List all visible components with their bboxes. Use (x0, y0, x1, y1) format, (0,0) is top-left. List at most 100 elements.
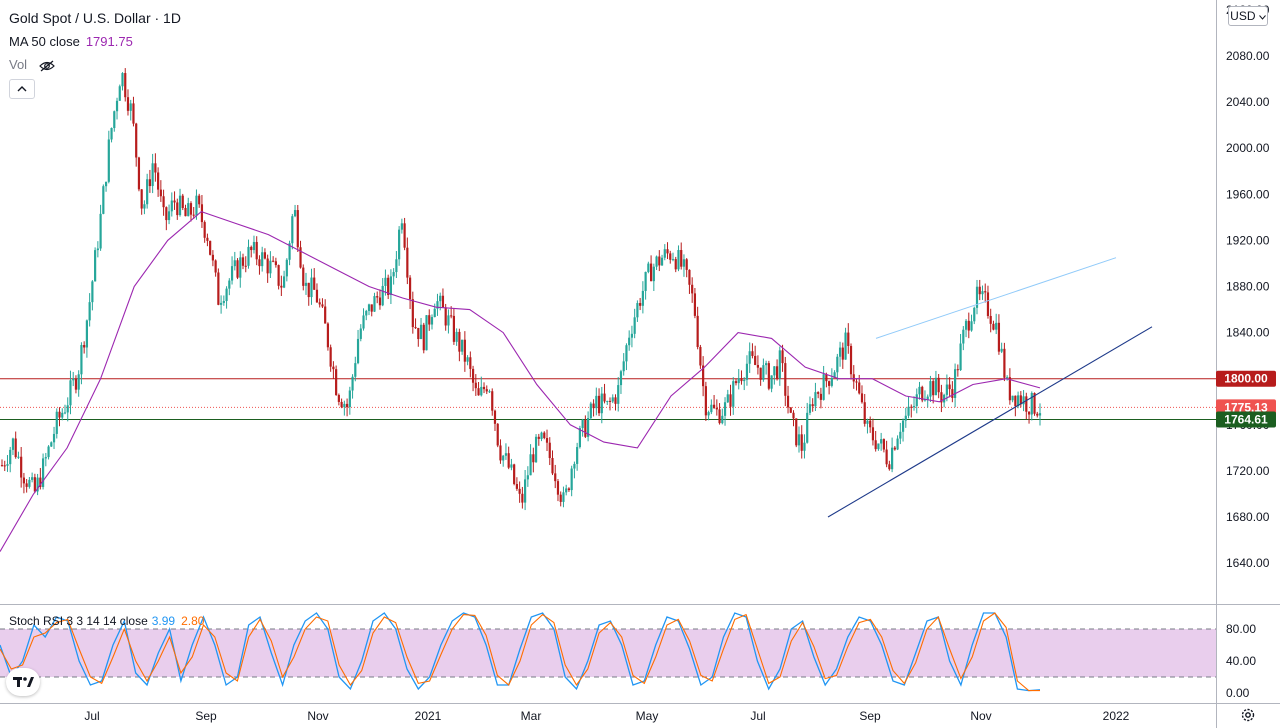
candle-body (685, 259, 688, 270)
candle-body (704, 386, 707, 416)
trendlines[interactable] (827, 257, 1153, 518)
candle-body (995, 322, 998, 330)
candle-body (540, 432, 543, 439)
candle-body (652, 266, 655, 282)
stoch-d-value: 2.80 (181, 614, 205, 628)
candle-body (189, 203, 193, 215)
candle-body (934, 377, 938, 396)
candle-body (280, 285, 283, 288)
candle-body (99, 213, 102, 249)
candle-body (899, 431, 902, 439)
price-axis[interactable]: 1640.001680.001720.001760.001800.001840.… (1226, 3, 1270, 570)
eye-hidden-icon[interactable] (38, 60, 55, 72)
candle-body (255, 241, 258, 260)
candle-body (110, 128, 113, 140)
candle-body (573, 463, 576, 469)
tradingview-logo[interactable] (6, 668, 40, 696)
candle-body (1033, 393, 1036, 414)
candle-body (617, 385, 620, 404)
candle-body (852, 374, 855, 382)
candle-body (176, 202, 179, 216)
candle-body (433, 308, 436, 318)
gear-icon[interactable] (1239, 706, 1257, 724)
candle-body (524, 479, 527, 503)
ma-label: MA 50 close (9, 34, 80, 49)
candle-body (871, 427, 875, 441)
candle-body (228, 280, 231, 289)
candle-body (439, 295, 442, 302)
candle-body (841, 347, 844, 360)
candle-body (209, 240, 212, 255)
ma-legend[interactable]: MA 50 close 1791.75 (9, 34, 133, 50)
symbol-title[interactable]: Gold Spot / U.S. Dollar · 1D (9, 10, 181, 26)
candle-body (795, 418, 798, 446)
candle-body (978, 286, 981, 295)
candle-body (759, 367, 762, 380)
candle-body (441, 295, 445, 308)
candle-body (773, 366, 776, 376)
ma-value: 1791.75 (85, 34, 133, 49)
volume-legend[interactable]: Vol (9, 57, 55, 73)
candle-body (132, 103, 135, 124)
candle-body (233, 260, 236, 267)
candle-body (754, 355, 757, 365)
currency-selector[interactable]: USD (1228, 6, 1268, 26)
candle-body (36, 477, 39, 492)
candle-body (891, 447, 894, 470)
candle-body (729, 394, 732, 407)
candle-body (485, 389, 488, 392)
candle-body (419, 324, 423, 340)
candle-body (682, 259, 686, 267)
candle-body (567, 488, 571, 491)
time-tick-label: Sep (859, 709, 881, 723)
candle-body (293, 210, 297, 217)
candle-body (277, 265, 280, 286)
candle-body (121, 73, 124, 87)
candle-body (748, 351, 751, 364)
candle-body (847, 332, 850, 346)
candle-body (104, 181, 108, 187)
candle-body (370, 304, 373, 312)
candle-body (493, 410, 497, 424)
collapse-legend-button[interactable] (9, 79, 35, 99)
candle-body (143, 204, 146, 209)
stoch-tick-label: 0.00 (1226, 686, 1250, 700)
candle-body (877, 443, 880, 450)
candle-body (702, 365, 705, 387)
candle-body (496, 423, 499, 446)
stoch-axis[interactable]: 80.00 40.00 0.00 (1226, 622, 1256, 700)
candle-body (817, 392, 820, 394)
candle-body (975, 286, 979, 308)
candle-body (58, 411, 61, 418)
chevron-down-icon (1258, 15, 1266, 20)
candle-body (39, 477, 42, 487)
candle-body (499, 445, 502, 461)
candle-body (581, 419, 584, 429)
candle-body (808, 404, 812, 413)
candle-body (356, 338, 360, 364)
vol-label: Vol (9, 57, 28, 72)
candle-body (250, 246, 253, 251)
candle-body (641, 290, 644, 306)
candle-body (351, 376, 354, 391)
time-tick-label: May (636, 709, 659, 723)
candle-body (866, 420, 869, 424)
candle-body (554, 473, 557, 482)
currency-label: USD (1230, 9, 1256, 23)
stoch-legend[interactable]: Stoch RSI 3 3 14 14 close 3.99 2.80 (9, 613, 204, 629)
candle-body (710, 404, 713, 413)
candles (0, 68, 1042, 511)
candle-body (299, 247, 302, 268)
candle-body (592, 403, 595, 409)
candle-body (732, 381, 735, 407)
candle-body (335, 369, 338, 396)
candle-body (513, 464, 516, 485)
candle-body (844, 332, 847, 360)
time-axis[interactable]: Jul Sep Nov 2021 Mar May Jul Sep Nov 2022 (84, 709, 1129, 723)
candle-body (762, 365, 765, 380)
candle-body (556, 481, 560, 495)
candle-body (458, 331, 461, 352)
candle-body (146, 179, 149, 205)
horizontal-levels[interactable] (0, 378, 1216, 420)
price-tick-label: 2080.00 (1226, 49, 1270, 63)
